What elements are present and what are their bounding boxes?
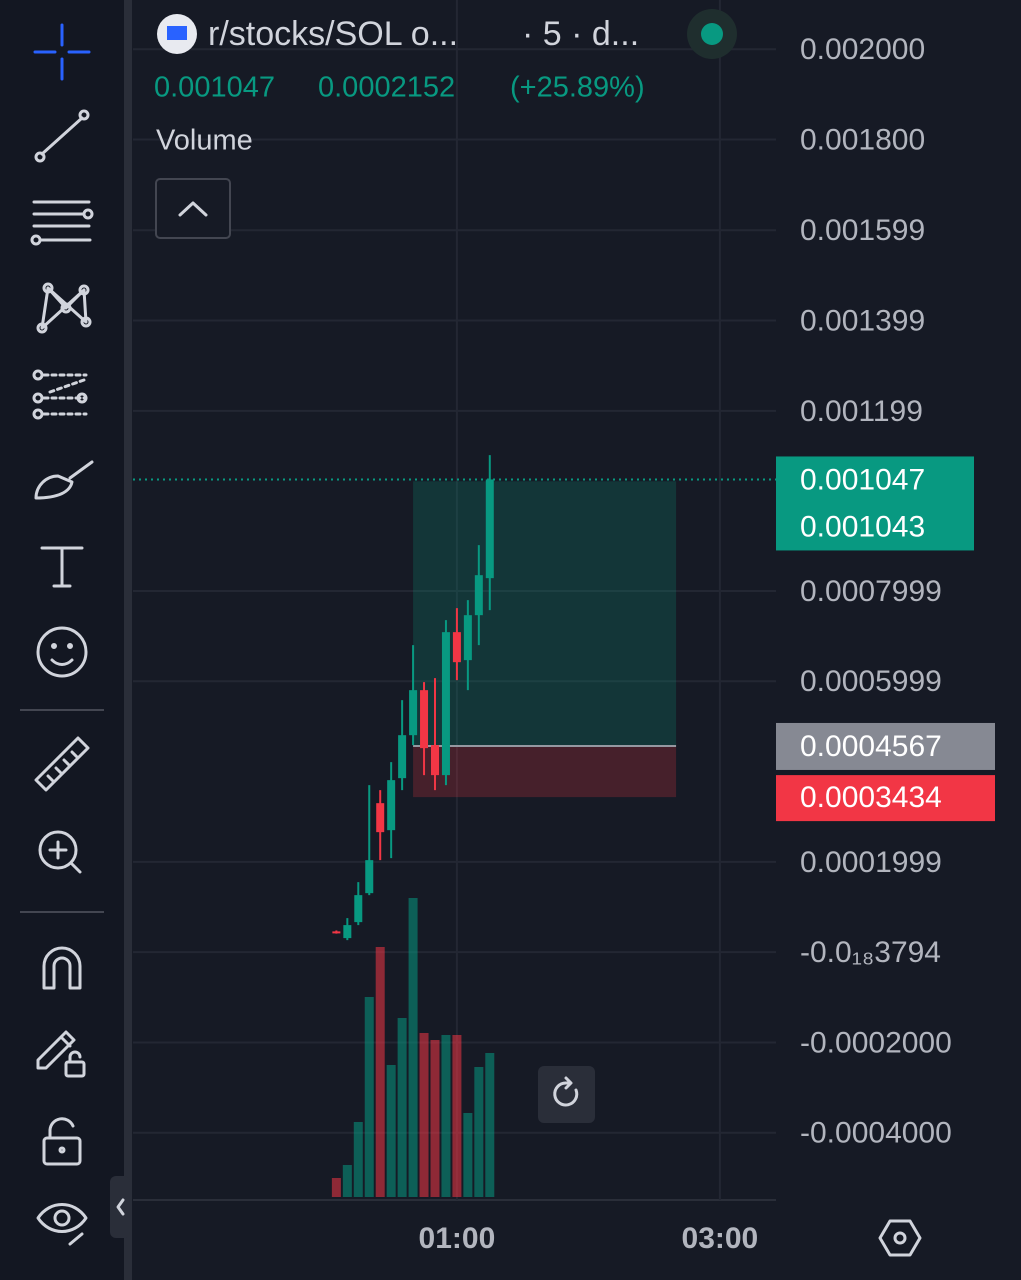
candle-body (343, 925, 352, 939)
collapse-studies[interactable] (155, 178, 231, 239)
settings-button[interactable] (878, 1219, 922, 1257)
lock-drawings-tool[interactable] (36, 1030, 86, 1078)
visibility-tool[interactable] (36, 1203, 88, 1246)
entry-price-label: 0.0004567 (800, 730, 942, 763)
crosshair-tool[interactable] (33, 23, 91, 81)
y-tick-label: 0.001199 (800, 395, 923, 428)
candle-body (485, 479, 494, 579)
y-tick-label: 0.001599 (800, 214, 925, 247)
candle-body (332, 931, 341, 934)
position-profit-zone (413, 481, 677, 746)
volume-bar (441, 1035, 451, 1197)
candle-body (420, 690, 429, 749)
volume-bar (364, 997, 374, 1197)
candle-body (409, 690, 418, 736)
trendline-tool[interactable] (34, 109, 90, 163)
symbol-title: r/stocks/SOL o... (208, 15, 458, 53)
reset-button[interactable] (538, 1066, 595, 1123)
price-change: 0.0002152 (318, 72, 455, 104)
pattern-tool[interactable] (36, 282, 92, 334)
y-tick-label: 0.0001999 (800, 846, 942, 879)
y-tick-label: 0.002000 (800, 33, 925, 66)
brush-tool[interactable] (34, 460, 94, 500)
price-change-pct: (+25.89%) (510, 72, 645, 104)
volume-bar (452, 1035, 462, 1197)
candle-body (376, 803, 385, 833)
collapse-toolbar[interactable] (110, 1176, 130, 1238)
position-loss-zone (413, 745, 677, 798)
volume-bar (463, 1113, 473, 1197)
candle-body (387, 780, 396, 831)
volume-bar (353, 1122, 363, 1197)
symbol-logo-detail (167, 26, 187, 40)
y-tick-label: -0.0₁₈3794 (800, 936, 941, 969)
y-tick-label: 0.001800 (800, 123, 925, 156)
x-tick-label: 03:00 (682, 1222, 759, 1255)
fib-tool[interactable] (30, 200, 94, 246)
volume-bar (375, 947, 385, 1197)
volume-bar (430, 1040, 440, 1197)
candle-body (452, 632, 461, 663)
y-tick-label: 0.0005999 (800, 665, 942, 698)
volume-bar (474, 1067, 484, 1197)
collapse-icon (178, 201, 208, 217)
last-price: 0.001047 (154, 72, 275, 104)
volume-bar (419, 1033, 429, 1197)
toolbar-divider (124, 0, 132, 1280)
x-tick-label: 01:00 (419, 1222, 496, 1255)
y-tick-label: 0.0007999 (800, 575, 942, 608)
candle-body (354, 895, 363, 923)
last-price-label: 0.001047 (800, 463, 925, 496)
volume-bar (386, 1065, 396, 1197)
candle-body (430, 745, 439, 776)
lock-tool[interactable] (42, 1117, 82, 1166)
prediction-tool[interactable] (32, 369, 88, 420)
candle-body (398, 735, 407, 779)
volume-bar (342, 1165, 352, 1197)
candle-body (474, 575, 483, 616)
candle-body (441, 632, 450, 776)
volume-bar (331, 1178, 341, 1197)
y-tick-label: 0.001399 (800, 304, 925, 337)
candle-body (365, 860, 374, 894)
volume-bar (408, 898, 418, 1197)
header: r/stocks/SOL o... · 5 · d... 0.001047 0.… (154, 9, 737, 239)
study-label: Volume (156, 125, 253, 157)
plot (133, 0, 776, 1200)
stop-price-label: 0.0003434 (800, 781, 942, 814)
y-tick-label: -0.0004000 (800, 1117, 952, 1150)
candle-body (463, 615, 472, 661)
toolbar (0, 0, 126, 1280)
status-dot[interactable] (701, 23, 723, 45)
target-price-label: 0.001043 (800, 510, 925, 543)
volume-bar (397, 1018, 407, 1197)
toolbar-icons (20, 23, 130, 1246)
stop-price-badge (776, 775, 995, 822)
emoji-tool[interactable] (36, 626, 88, 678)
text-tool[interactable] (40, 546, 84, 588)
zoom-tool[interactable] (38, 830, 82, 874)
magnet-tool[interactable] (42, 946, 82, 990)
y-tick-label: -0.0002000 (800, 1026, 952, 1059)
ruler-tool[interactable] (34, 736, 90, 792)
entry-price-badge (776, 722, 995, 770)
last-price-badge (776, 456, 974, 551)
volume-bar (485, 1053, 495, 1197)
interval-text: · 5 · d... (522, 15, 639, 53)
